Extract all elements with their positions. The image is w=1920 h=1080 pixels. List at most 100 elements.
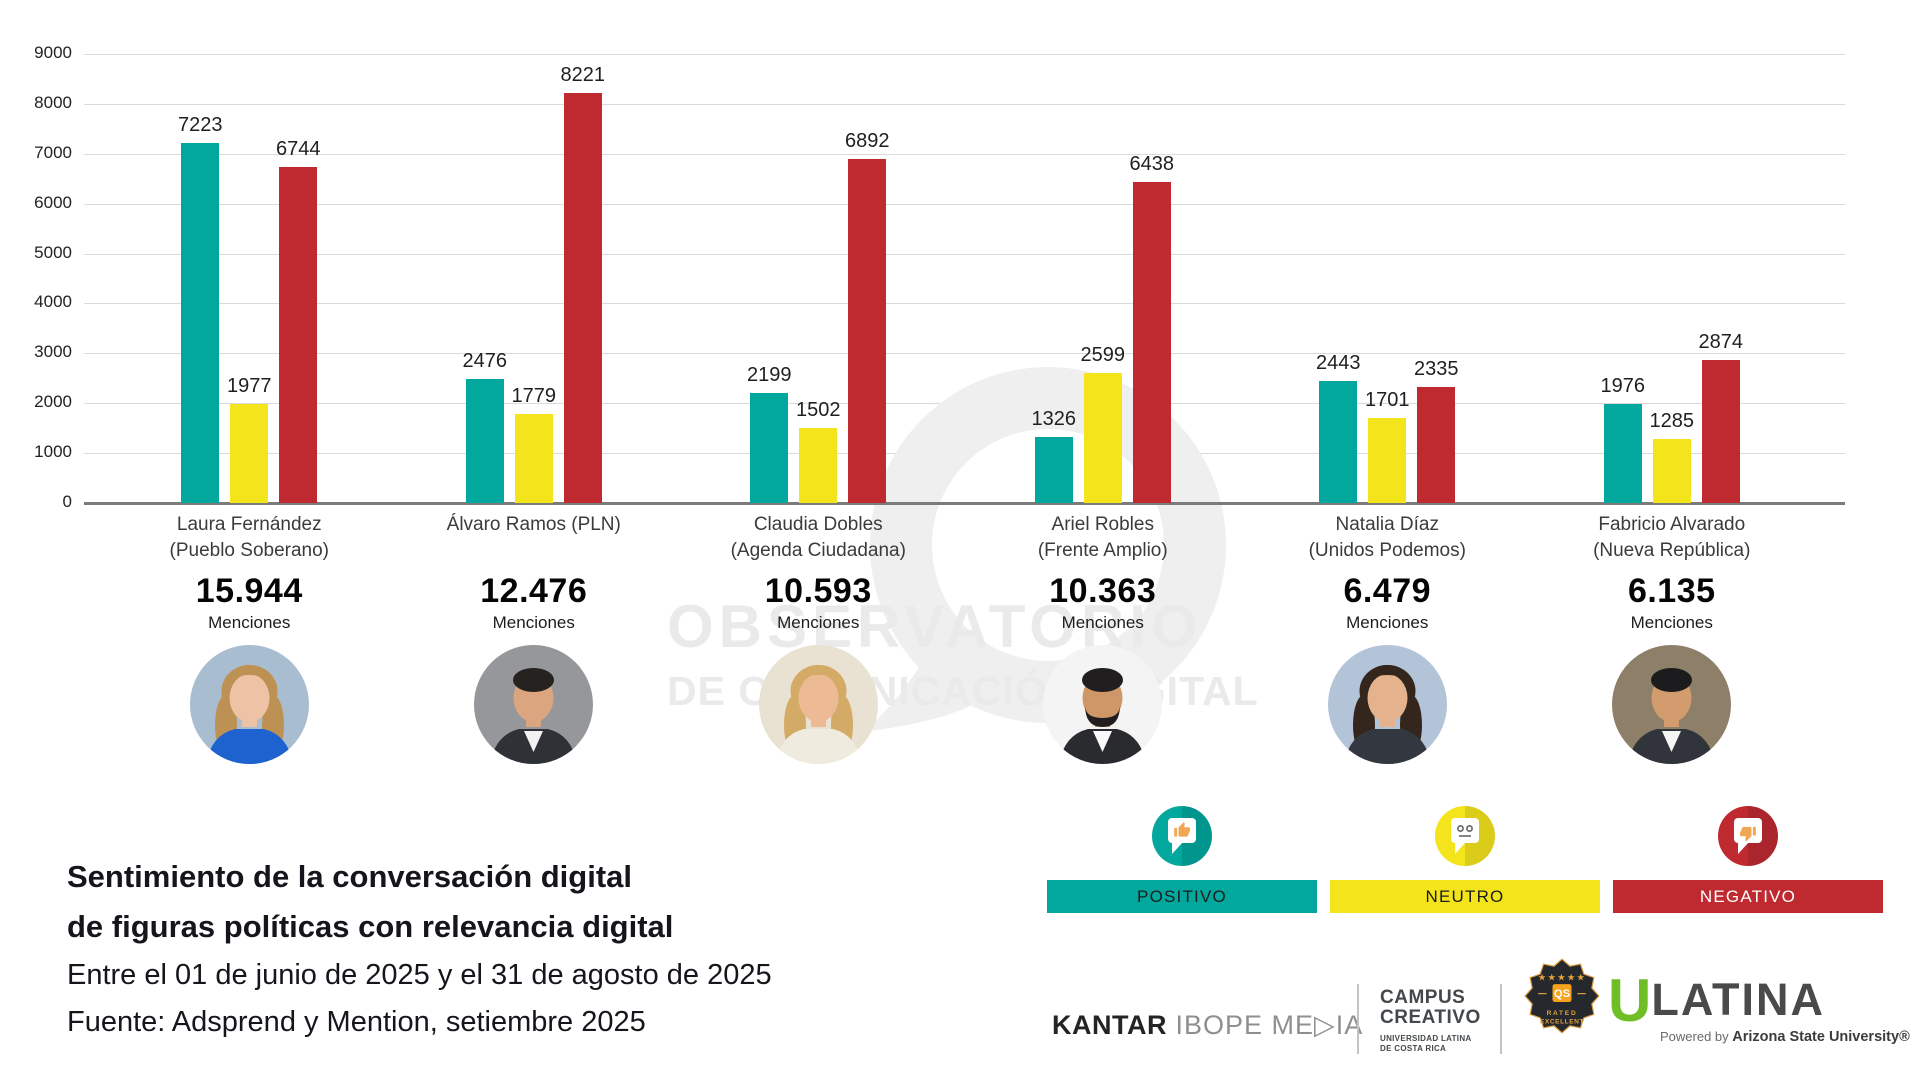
kantar-logo-text: KANTAR — [1052, 1010, 1167, 1040]
bar-group-4: 1326 2599 6438 — [961, 54, 1246, 503]
bar-positivo-4: 1326 — [1032, 408, 1076, 503]
avatar-photo — [474, 645, 594, 764]
gridline-3000 — [84, 353, 1845, 355]
category-label: Natalia Díaz (Unidos Podemos) — [1245, 512, 1530, 566]
logo-divider — [1357, 984, 1359, 1054]
category-name: Álvaro Ramos (PLN) — [446, 514, 621, 535]
powered-by-brand: Arizona State University® — [1732, 1029, 1910, 1045]
avatar-photo — [1043, 645, 1163, 764]
category-label: Ariel Robles (Frente Amplio) — [961, 512, 1246, 566]
y-axis-tick-3000: 3000 — [34, 342, 72, 362]
gridline-9000 — [84, 54, 1845, 55]
mentions-total: 12.476 — [480, 572, 588, 610]
category-name: Ariel Robles — [1051, 514, 1154, 535]
category-party: (Nueva República) — [1593, 540, 1751, 561]
bar-value-label: 7223 — [178, 113, 223, 136]
mentions-label: Menciones — [777, 613, 860, 632]
mentions-label: Menciones — [1061, 613, 1144, 632]
avatar-photo — [1612, 645, 1732, 764]
bar-negativo-4: 6438 — [1130, 153, 1174, 503]
bar-group-6: 1976 1285 2874 — [1530, 54, 1815, 503]
chart-title-line1: Sentimiento de la conversación digital — [67, 859, 633, 894]
bar-negativo-6: 2874 — [1699, 331, 1743, 503]
category-name: Claudia Dobles — [753, 514, 883, 535]
bar-value-label: 1502 — [796, 399, 841, 422]
bar-neutro-2: 1779 — [512, 385, 556, 503]
bar-value-label: 2599 — [1080, 344, 1126, 367]
bar-group-5: 2443 1701 2335 — [1245, 54, 1530, 503]
legend-swatch-positivo: POSITIVO — [1047, 880, 1317, 913]
bar-value-label: 1976 — [1600, 375, 1646, 398]
x-axis-line — [84, 502, 1845, 505]
figure-3: Claudia Dobles (Agenda Ciudadana) 10.593 Me… — [676, 512, 961, 769]
bar-negativo-1: 6744 — [276, 138, 321, 503]
figure-6: Fabricio Alvarado (Nueva República) 6.135 M… — [1530, 512, 1815, 769]
gridline-4000 — [84, 303, 1845, 305]
qs-badge-icon: ★★★★★ QS RATED EXCELLENT — [1524, 958, 1600, 1034]
category-party: (Pueblo Soberano) — [169, 540, 330, 561]
svg-text:EXCELLENT: EXCELLENT — [1540, 1018, 1584, 1025]
y-axis-tick-4000: 4000 — [34, 292, 72, 312]
mentions-label: Menciones — [208, 613, 291, 632]
mentions-total: 15.944 — [195, 572, 303, 610]
bar-value-label: 2199 — [747, 364, 792, 387]
figure-1: Laura Fernández (Pueblo Soberano) 15.944 Me… — [107, 512, 392, 769]
y-axis-tick-5000: 5000 — [34, 242, 72, 262]
category-label: Laura Fernández (Pueblo Soberano) — [107, 512, 392, 566]
chart-title-line2: de figuras políticas con relevancia digi… — [67, 909, 674, 944]
category-party: (Unidos Podemos) — [1308, 540, 1466, 561]
bar-negativo-5: 2335 — [1414, 358, 1459, 503]
gridline-5000 — [84, 253, 1845, 255]
chart-period: Entre el 01 de junio de 2025 y el 31 de … — [67, 959, 772, 991]
y-axis-tick-1000: 1000 — [34, 442, 72, 462]
kantar-ibope-media-logo: KANTAR IBOPE ME▷IA — [1052, 1010, 1363, 1041]
campus-logo-sub1: UNIVERSIDAD LATINA — [1380, 1034, 1472, 1043]
bar-positivo-3: 2199 — [747, 364, 792, 503]
thumbs-up-bubble-icon — [1152, 806, 1212, 866]
y-axis-tick-2000: 2000 — [34, 392, 72, 412]
ulatina-logo: ULATINA Powered by Arizona State Univers… — [1608, 966, 1910, 1045]
mentions-total: 10.363 — [1049, 572, 1157, 610]
bar-value-label: 2476 — [462, 350, 508, 373]
legend-item-positivo: POSITIVO — [1047, 806, 1317, 913]
mentions-total: 6.479 — [1343, 572, 1432, 610]
y-axis-tick-0: 0 — [62, 492, 72, 511]
campus-logo-line2: CREATIVO — [1380, 1007, 1481, 1028]
bar-value-label: 1779 — [511, 385, 557, 408]
avatar-photo — [1327, 645, 1447, 764]
bar-positivo-5: 2443 — [1316, 352, 1361, 503]
bar-value-label: 8221 — [560, 63, 606, 86]
svg-text:QS: QS — [1554, 988, 1571, 1000]
thumbs-down-bubble-icon — [1718, 806, 1778, 866]
bar-negativo-2: 8221 — [561, 64, 605, 503]
category-label: Álvaro Ramos (PLN) — [392, 512, 677, 566]
y-axis-tick-7000: 7000 — [34, 142, 72, 162]
chart-source: Fuente: Adsprend y Mention, setiembre 20… — [67, 1006, 646, 1038]
bar-neutro-4: 2599 — [1081, 344, 1125, 503]
y-axis-tick-8000: 8000 — [34, 92, 72, 112]
campus-logo-sub2: DE COSTA RICA — [1380, 1044, 1447, 1053]
figure-2: Álvaro Ramos (PLN) 12.476 Menciones — [392, 512, 677, 769]
figure-4: Ariel Robles (Frente Amplio) 10.363 Mencion… — [961, 512, 1246, 769]
avatar-photo — [189, 645, 309, 764]
logo-divider — [1500, 984, 1502, 1054]
gridline-7000 — [84, 153, 1845, 155]
category-name: Laura Fernández — [176, 514, 322, 535]
powered-by-asu-text: Powered by Arizona State University® — [1660, 1029, 1910, 1045]
campus-logo-line1: CAMPUS — [1380, 987, 1466, 1008]
bar-value-label: 1977 — [227, 375, 272, 398]
figure-5: Natalia Díaz (Unidos Podemos) 6.479 Mencion… — [1245, 512, 1530, 769]
campus-creativo-logo: CAMPUS CREATIVO UNIVERSIDAD LATINA DE CO… — [1380, 987, 1481, 1054]
category-name: Natalia Díaz — [1335, 514, 1440, 535]
sentiment-legend: POSITIVO NEUTRO NEGATIVO — [1047, 806, 1883, 913]
y-axis-tick-9000: 9000 — [34, 43, 72, 62]
category-party: (Frente Amplio) — [1037, 540, 1168, 561]
bar-value-label: 6892 — [845, 130, 890, 153]
mentions-total: 6.135 — [1627, 572, 1716, 610]
bar-value-label: 1701 — [1365, 389, 1410, 412]
bar-neutro-1: 1977 — [227, 375, 272, 503]
ulatina-logo-u: U — [1608, 967, 1652, 1034]
bar-group-1: 7223 1977 6744 — [107, 54, 392, 503]
gridline-8000 — [84, 103, 1845, 105]
